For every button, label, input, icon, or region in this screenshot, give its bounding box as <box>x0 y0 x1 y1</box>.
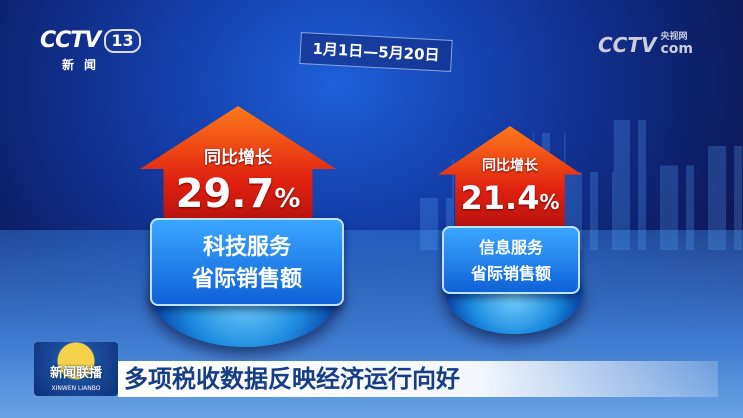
date-range: 1月1日—5月20日 <box>299 32 453 72</box>
stat-1-value: 29.7% <box>175 171 301 217</box>
stat-2-value: 21.4% <box>460 179 560 217</box>
cctv13-logo: CCTV 13 新闻 <box>40 28 141 72</box>
stat-1-label: 科技服务 省际销售额 <box>150 218 344 306</box>
program-logo-en: XINWEN LIANBO <box>51 385 101 392</box>
headline-bar: 多项税收数据反映经济运行向好 <box>118 361 718 397</box>
cctv13-subtitle: 新闻 <box>62 58 107 72</box>
cctv13-number: 13 <box>104 29 141 53</box>
stat-1-arrow: 同比增长 29.7% <box>140 106 336 232</box>
program-logo-cn: 新闻联播 <box>49 366 102 381</box>
stat-2-label: 信息服务 省际销售额 <box>442 226 580 294</box>
xinwen-lianbo-logo: 新闻联播 XINWEN LIANBO <box>34 342 118 396</box>
headline-text: 多项税收数据反映经济运行向好 <box>124 365 460 393</box>
stat-2-caption: 同比增长 <box>482 158 538 174</box>
stat-1-caption: 同比增长 <box>204 148 272 168</box>
cctv-com-small: 央视网 <box>660 32 688 42</box>
cctv13-brand: CCTV <box>40 28 101 53</box>
cctv-com-brand: CCTV <box>598 32 657 57</box>
cctv-com-suffix: com <box>660 41 693 57</box>
cctv-com-logo: CCTV 央视网 com <box>598 32 693 57</box>
